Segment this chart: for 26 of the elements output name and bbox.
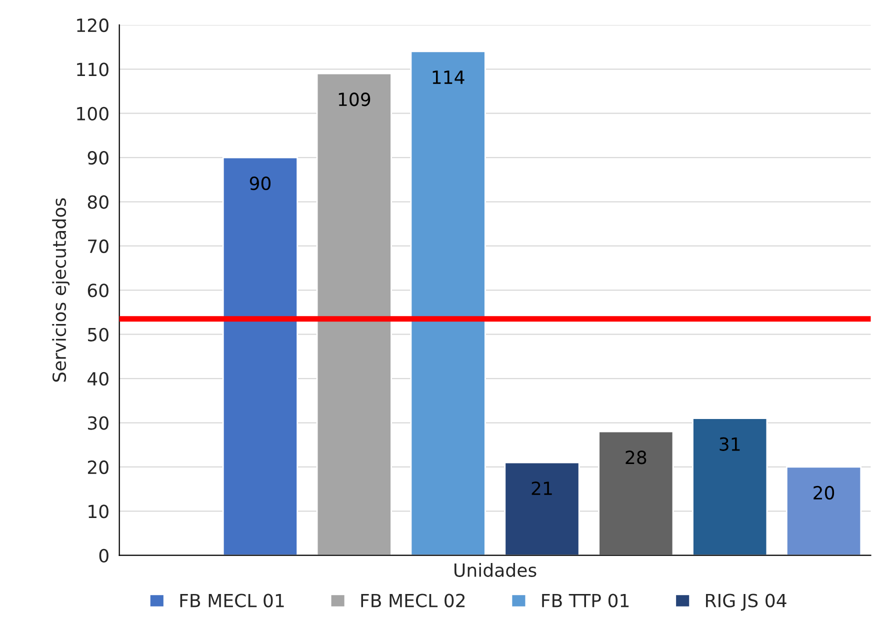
y-tick-label: 40	[88, 372, 108, 386]
data-label: 114	[432, 70, 464, 84]
y-tick-label: 100	[77, 106, 108, 120]
y-tick-label: 0	[99, 548, 108, 562]
legend-label: FB TTP 01	[542, 594, 629, 608]
x-axis-title: Unidades	[454, 563, 536, 577]
y-axis-title: Servicios ejecutados	[52, 198, 70, 382]
legend-label: RIG JS 04	[706, 594, 786, 611]
y-tick-label: 20	[88, 460, 108, 474]
y-tick-label: 70	[88, 239, 108, 254]
y-tick-label: 10	[88, 504, 108, 518]
data-label: 20	[814, 486, 834, 500]
y-tick-label: 120	[77, 18, 108, 32]
legend-label: FB MECL 01	[180, 594, 284, 608]
y-tick-label: 60	[88, 284, 108, 298]
data-label: 31	[720, 437, 740, 451]
data-label: 28	[626, 450, 646, 464]
y-tick-label: 110	[77, 62, 108, 76]
y-tick-label: 80	[88, 195, 108, 209]
data-label: 90	[250, 176, 271, 190]
y-tick-label: 90	[88, 151, 108, 165]
y-tick-label: 30	[88, 416, 108, 430]
legend-label: FB MECL 02	[361, 594, 465, 608]
data-label: 109	[338, 92, 370, 106]
data-label: 21	[532, 481, 552, 495]
y-tick-label: 50	[88, 328, 108, 342]
